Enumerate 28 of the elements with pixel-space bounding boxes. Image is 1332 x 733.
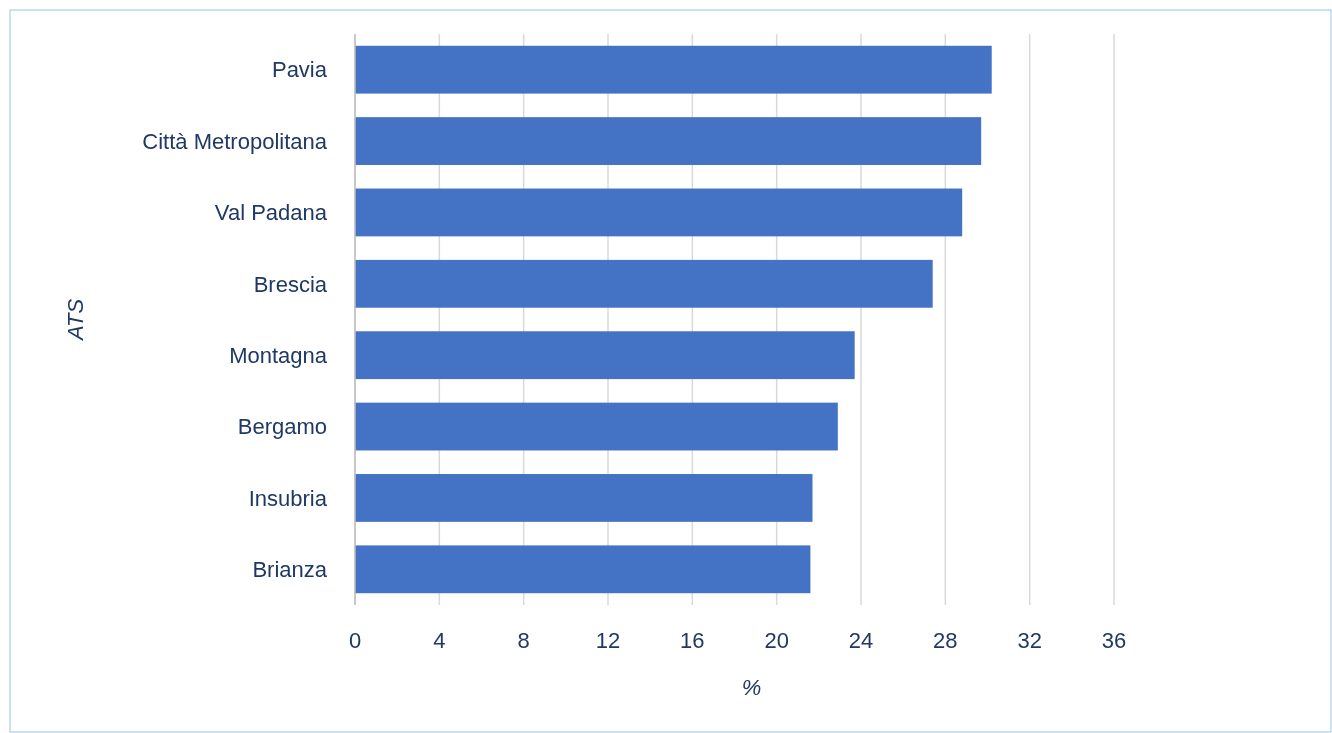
bar bbox=[355, 117, 982, 165]
x-tick-label: 8 bbox=[517, 628, 530, 653]
bar bbox=[355, 259, 933, 308]
x-tick-label: 36 bbox=[1101, 628, 1127, 653]
x-axis-title: % bbox=[741, 675, 762, 700]
bar bbox=[355, 188, 963, 237]
y-tick-label: Città Metropolitana bbox=[142, 128, 328, 154]
x-tick-label: 24 bbox=[848, 628, 874, 653]
y-tick-label: Montagna bbox=[229, 342, 328, 368]
x-tick-label: 0 bbox=[348, 628, 362, 653]
x-tick-label: 4 bbox=[433, 628, 446, 653]
bar bbox=[355, 545, 811, 594]
y-tick-label: Brescia bbox=[253, 271, 328, 297]
x-tick-label: 12 bbox=[595, 628, 621, 653]
bar bbox=[355, 331, 855, 380]
y-tick-label: Pavia bbox=[271, 57, 328, 83]
y-axis-title: ATS bbox=[63, 298, 88, 343]
y-tick-label: Brianza bbox=[252, 557, 328, 583]
y-tick-label: Val Padana bbox=[214, 200, 328, 226]
x-tick-label: 32 bbox=[1017, 628, 1042, 653]
y-tick-label: Insubria bbox=[248, 485, 328, 511]
x-tick-label: 20 bbox=[764, 628, 789, 653]
bar bbox=[355, 45, 992, 94]
x-tick-label: 16 bbox=[680, 628, 705, 653]
x-tick-label: 28 bbox=[933, 628, 958, 653]
bar bbox=[355, 474, 813, 522]
y-tick-label: Bergamo bbox=[237, 414, 327, 440]
bar bbox=[355, 402, 838, 451]
